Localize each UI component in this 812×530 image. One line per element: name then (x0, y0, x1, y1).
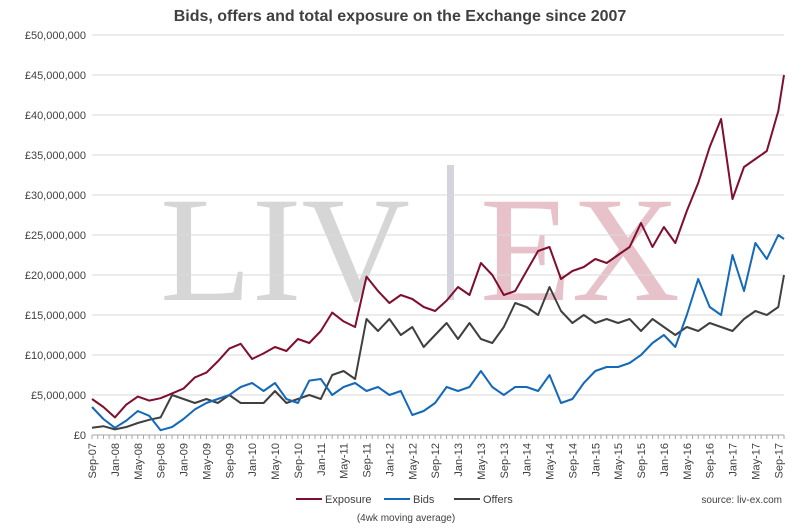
watermark-divider (447, 165, 454, 300)
y-tick-label: £20,000,000 (25, 270, 86, 282)
x-tick-label: Sep-12 (430, 443, 442, 478)
x-tick-label: Jan-16 (659, 443, 671, 477)
legend-exposure-label: Exposure (325, 494, 371, 506)
x-tick-label: May-11 (339, 443, 351, 479)
x-tick-label: Jan-11 (316, 443, 328, 476)
legend-offers-label: Offers (483, 494, 513, 506)
x-tick-label: May-10 (270, 443, 282, 480)
y-tick-label: £35,000,000 (25, 150, 86, 162)
y-tick-label: £10,000,000 (25, 350, 86, 362)
y-tick-label: £30,000,000 (25, 190, 86, 202)
y-tick-label: £15,000,000 (25, 310, 86, 322)
chart-subtitle: (4wk moving average) (357, 513, 455, 524)
x-tick-label: May-08 (133, 443, 145, 480)
y-tick-label: £40,000,000 (25, 110, 86, 122)
x-tick-label: Jan-10 (247, 443, 259, 477)
x-tick-label: May-17 (750, 443, 762, 480)
watermark-left: LIV (160, 167, 410, 333)
x-axis: Sep-07 Jan-08 May-08 Sep-08 Jan-09 May-09 Sep-… (87, 434, 785, 480)
x-tick-label: Sep-08 (156, 443, 168, 478)
source-note: source: liv-ex.com (701, 495, 782, 506)
x-tick-label: May-14 (545, 443, 557, 480)
x-tick-label: May-12 (407, 443, 419, 480)
watermark-right: EX (480, 167, 680, 333)
y-tick-label: £0 (74, 430, 86, 442)
y-axis: £0 £5,000,000 £10,000,000 £15,000,000 £20,00… (25, 30, 86, 442)
x-tick-label: Jan-13 (453, 443, 465, 477)
x-tick-label: Sep-16 (705, 443, 717, 478)
x-tick-label: Sep-10 (293, 443, 305, 478)
x-tick-label: May-13 (476, 443, 488, 480)
x-tick-label: Jan-15 (590, 443, 602, 477)
x-tick-label: Jan-08 (110, 443, 122, 477)
x-tick-label: Sep-09 (224, 443, 236, 478)
x-tick-label: Jan-17 (728, 443, 740, 477)
legend-bids-label: Bids (413, 494, 435, 506)
x-tick-label: Jan-09 (179, 443, 191, 477)
y-tick-label: £25,000,000 (25, 230, 86, 242)
legend: Exposure Bids Offers (296, 494, 513, 506)
y-tick-label: £45,000,000 (25, 70, 86, 82)
y-tick-label: £50,000,000 (25, 30, 86, 42)
x-tick-label: May-15 (613, 443, 625, 480)
x-tick-label: Sep-17 (773, 443, 785, 478)
x-tick-label: Sep-15 (636, 443, 648, 478)
series-line-bids (91, 234, 785, 432)
x-tick-label: Jan-14 (522, 443, 534, 477)
grid (92, 34, 784, 396)
series-line-offers (91, 274, 785, 431)
chart-title: Bids, offers and total exposure on the E… (174, 8, 627, 25)
x-tick-label: Jan-12 (384, 443, 396, 477)
x-tick-label: Sep-11 (362, 443, 374, 478)
series-line-exposure (91, 74, 785, 419)
y-tick-label: £5,000,000 (31, 390, 86, 402)
x-tick-label: May-16 (682, 443, 694, 480)
series-lines (91, 74, 785, 432)
x-tick-label: Sep-07 (87, 443, 99, 478)
x-tick-label: Sep-14 (567, 443, 579, 478)
x-tick-label: May-09 (201, 443, 213, 480)
watermark-logo: LIV EX (160, 165, 680, 333)
x-tick-label: Sep-13 (499, 443, 511, 478)
